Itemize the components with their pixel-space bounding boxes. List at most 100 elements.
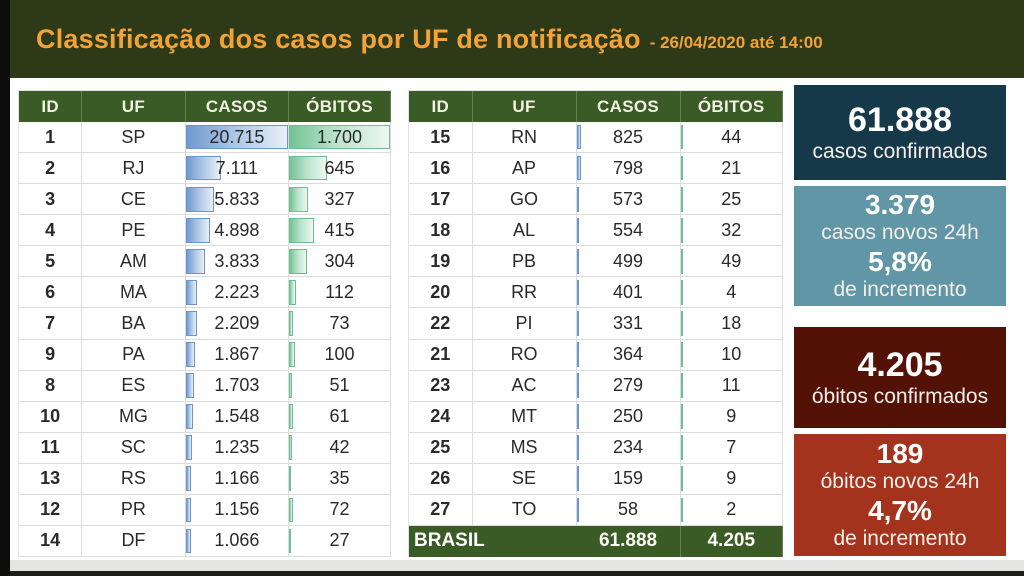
card-obitos-novos-24h: 189 óbitos novos 24h 4,7% de incremento: [794, 434, 1006, 556]
obitos-databar: [289, 155, 328, 181]
table-row: 14 DF 1.066 27: [19, 525, 391, 557]
id-cell: 14: [19, 525, 83, 557]
uf-value: AM: [119, 250, 147, 271]
obitos-databar: [289, 342, 295, 367]
casos-databar: [185, 497, 192, 523]
bottom-strip-dark: [0, 571, 1024, 576]
uf-cell: MG: [82, 401, 186, 433]
casos-value: 798: [613, 157, 644, 178]
casos-databar: [185, 435, 192, 461]
card-casos-novos-24h-label: de incremento: [833, 278, 967, 302]
obitos-cell: 2: [680, 494, 783, 526]
card-casos-novos-24h: 3.379 casos novos 24h 5,8% de incremento: [794, 186, 1006, 306]
obitos-cell: 21: [680, 153, 783, 185]
casos-cell: 7.111: [185, 153, 290, 185]
casos-cell: 1.156: [185, 494, 290, 526]
id-value: 7: [45, 312, 56, 333]
obitos-databar: [680, 124, 684, 150]
table-row: 5 AM 3.833 304: [19, 246, 391, 278]
obitos-cell: 32: [680, 215, 783, 247]
obitos-cell: 27: [289, 525, 391, 557]
total-obitos-value: 4.205: [681, 525, 783, 557]
id-cell: 7: [19, 308, 83, 340]
page-title: Classificação dos casos por UF de notifi…: [36, 23, 641, 54]
table-row: 24 MT 250 9: [409, 401, 783, 433]
uf-cell: BA: [82, 308, 186, 340]
obitos-databar: [680, 311, 683, 336]
uf-value: MG: [118, 406, 148, 427]
casos-databar: [576, 217, 580, 243]
card-obitos-confirmados-value: 4.205: [857, 345, 943, 384]
uf-value: DF: [121, 530, 146, 551]
uf-cell: RO: [472, 339, 577, 371]
obitos-databar: [680, 466, 683, 492]
casos-cell: 1.166: [185, 463, 290, 495]
id-value: 4: [45, 219, 56, 240]
id-cell: 25: [409, 432, 473, 464]
obitos-databar: [289, 435, 292, 461]
table-row: 4 PE 4.898 415: [19, 215, 391, 247]
column-header-casos: CASOS: [577, 91, 681, 123]
obitos-value: 42: [329, 437, 350, 458]
casos-cell: 331: [576, 308, 681, 340]
casos-value: 554: [613, 219, 644, 240]
uf-cell: MA: [82, 277, 186, 309]
casos-value: 2.223: [214, 281, 260, 302]
obitos-value: 645: [324, 157, 355, 178]
uf-cell: AC: [472, 370, 577, 402]
casos-value: 331: [613, 312, 644, 333]
uf-value: MS: [510, 437, 538, 458]
casos-databar: [185, 280, 197, 305]
obitos-value: 32: [721, 219, 742, 240]
uf-value: PA: [122, 344, 145, 365]
id-value: 12: [40, 499, 61, 520]
uf-cell: SP: [82, 122, 186, 154]
table-row: 6 MA 2.223 112: [19, 277, 391, 309]
table-row: 12 PR 1.156 72: [19, 494, 391, 526]
uf-cell: RJ: [82, 153, 186, 185]
table-row: 3 CE 5.833 327: [19, 184, 391, 216]
table-row: 1 SP 20.715 1.700: [19, 122, 391, 154]
id-cell: 11: [19, 432, 83, 464]
casos-cell: 58: [576, 494, 681, 526]
casos-databar: [185, 155, 221, 181]
obitos-cell: 4: [680, 277, 783, 309]
casos-cell: 825: [576, 122, 681, 154]
id-value: 13: [40, 468, 61, 489]
obitos-databar: [680, 404, 683, 429]
total-label: BRASIL: [414, 530, 485, 552]
casos-databar: [185, 124, 289, 150]
total-row-brasil: BRASIL 61.888 4.205: [409, 525, 783, 557]
casos-databar: [185, 342, 195, 367]
uf-value: PE: [121, 219, 146, 240]
casos-value: 5.833: [214, 188, 260, 209]
card-obitos-novos-24h-value: 189: [876, 438, 924, 470]
id-cell: 5: [19, 246, 83, 278]
title-date: - 26/04/2020 até 14:00: [649, 32, 823, 52]
casos-value: 1.703: [214, 375, 260, 396]
uf-value: CE: [120, 188, 146, 209]
uf-cell: DF: [82, 525, 186, 557]
id-cell: 1: [19, 122, 83, 154]
obitos-value: 44: [721, 126, 742, 147]
obitos-value: 112: [325, 281, 354, 302]
uf-value: GO: [510, 188, 539, 209]
obitos-value: 51: [329, 375, 350, 396]
id-value: 25: [430, 437, 451, 458]
obitos-databar: [289, 280, 296, 305]
uf-table-right: ID UF CASOS ÓBITOS 15 RN 825 44 16 AP 798 21 17 GO 573…: [408, 90, 783, 557]
obitos-value: 10: [721, 344, 742, 365]
id-cell: 6: [19, 277, 83, 309]
id-value: 19: [430, 250, 451, 271]
uf-value: PB: [512, 250, 537, 271]
casos-cell: 20.715: [185, 122, 290, 154]
casos-databar: [576, 435, 579, 461]
id-value: 27: [430, 499, 451, 520]
casos-value: 1.867: [214, 344, 260, 365]
id-cell: 13: [19, 463, 83, 495]
casos-cell: 4.898: [185, 215, 290, 247]
id-value: 1: [45, 126, 56, 147]
table-header-row: ID UF CASOS ÓBITOS: [409, 91, 783, 123]
uf-value: SC: [120, 437, 146, 458]
